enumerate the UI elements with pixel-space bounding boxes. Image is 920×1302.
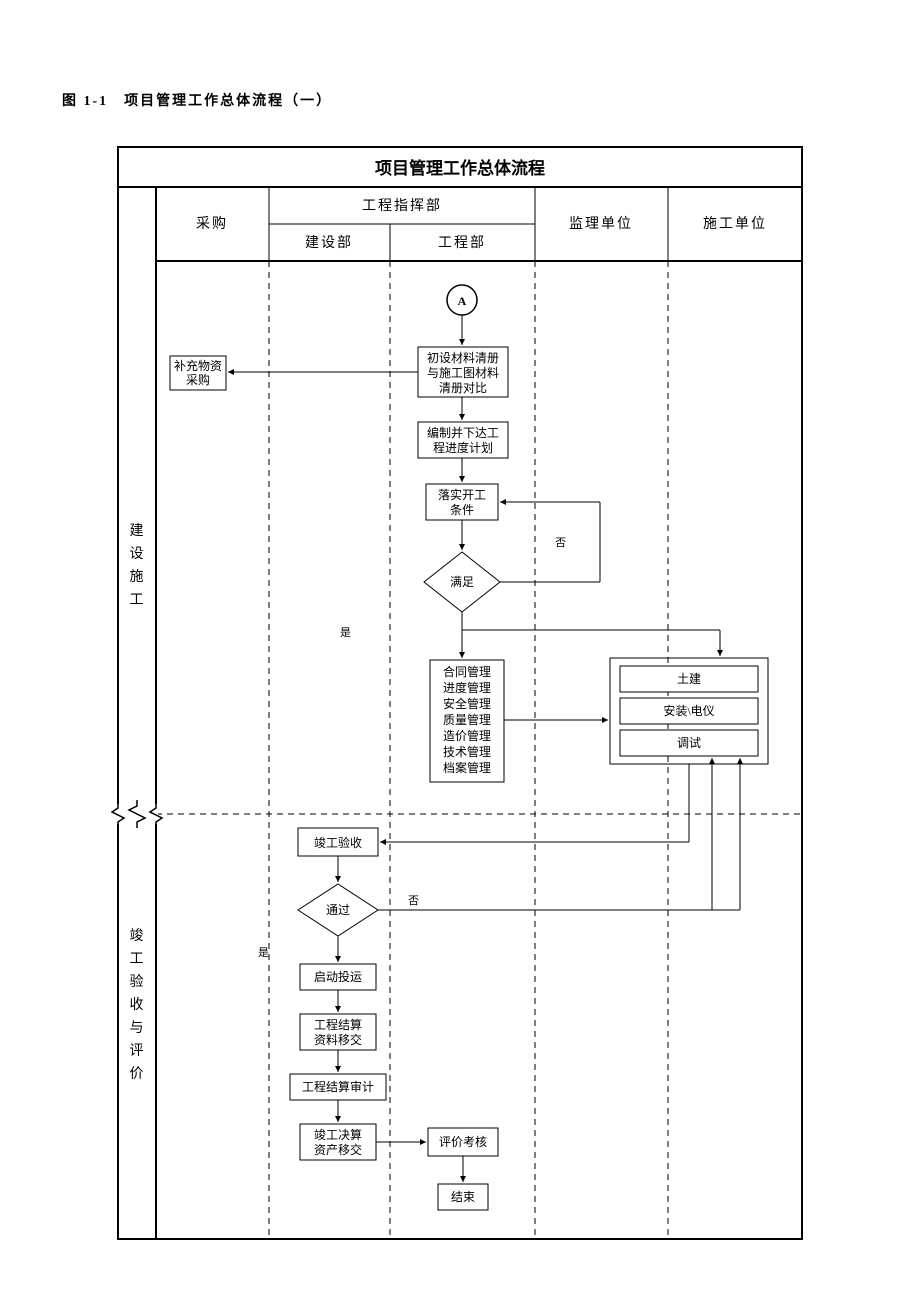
svg-text:安装\电仪: 安装\电仪 [663, 703, 714, 718]
svg-text:落实开工: 落实开工 [438, 487, 486, 502]
svg-text:A: A [458, 294, 467, 308]
svg-text:设: 设 [130, 546, 145, 562]
svg-text:条件: 条件 [450, 503, 474, 517]
label-yes-2: 是 [258, 946, 269, 959]
svg-text:工程结算: 工程结算 [314, 1017, 362, 1032]
col-header-4: 施工单位 [703, 216, 767, 232]
svg-text:工程结算审计: 工程结算审计 [302, 1079, 374, 1094]
svg-text:评: 评 [130, 1043, 145, 1059]
svg-text:质量管理: 质量管理 [443, 712, 491, 727]
svg-text:工: 工 [130, 952, 145, 967]
svg-text:补充物资: 补充物资 [174, 358, 222, 373]
svg-text:启动投运: 启动投运 [314, 969, 362, 984]
flowchart-svg: 项目管理工作总体流程 采购 工程指挥部 建设部 工程部 监理单位 施工单位 [0, 0, 920, 1302]
col-header-1: 采购 [196, 216, 228, 232]
svg-text:与: 与 [130, 1020, 145, 1036]
svg-text:造价管理: 造价管理 [443, 728, 491, 743]
zigzag-break-icon [129, 800, 145, 828]
svg-text:合同管理: 合同管理 [443, 664, 491, 679]
label-yes-1: 是 [340, 626, 351, 639]
svg-text:资产移交: 资产移交 [314, 1142, 362, 1157]
row-label-2: 竣 工 验 收 与 评 价 [130, 928, 145, 1082]
svg-text:价: 价 [130, 1066, 145, 1082]
svg-text:采购: 采购 [186, 372, 210, 387]
svg-text:收: 收 [130, 997, 145, 1013]
chart-title: 项目管理工作总体流程 [375, 158, 545, 178]
svg-text:施: 施 [130, 569, 145, 585]
col-header-2a: 建设部 [305, 235, 353, 251]
svg-text:竣: 竣 [130, 928, 145, 944]
label-no-2: 否 [408, 895, 419, 907]
svg-text:调试: 调试 [677, 735, 701, 750]
svg-text:资料移交: 资料移交 [314, 1032, 362, 1047]
col-header-3: 监理单位 [569, 216, 633, 232]
svg-text:初设材料清册: 初设材料清册 [427, 351, 499, 365]
svg-text:通过: 通过 [326, 903, 350, 917]
svg-text:程进度计划: 程进度计划 [433, 440, 493, 455]
svg-text:编制并下达工: 编制并下达工 [427, 425, 499, 440]
col-header-2-group: 工程指挥部 [362, 198, 442, 214]
svg-text:验: 验 [130, 974, 145, 990]
svg-text:与施工图材料: 与施工图材料 [427, 366, 499, 380]
svg-text:竣工验收: 竣工验收 [314, 835, 362, 850]
svg-text:竣工决算: 竣工决算 [314, 1127, 362, 1142]
label-no-1: 否 [555, 537, 566, 549]
col-header-2b: 工程部 [438, 235, 486, 251]
svg-text:结束: 结束 [451, 1190, 475, 1204]
svg-text:土建: 土建 [677, 672, 701, 686]
svg-text:建: 建 [130, 523, 145, 539]
svg-text:档案管理: 档案管理 [443, 760, 491, 775]
svg-text:进度管理: 进度管理 [443, 680, 491, 695]
svg-text:评价考核: 评价考核 [439, 1135, 487, 1149]
svg-text:工: 工 [130, 593, 145, 608]
svg-text:满足: 满足 [450, 575, 474, 589]
row-label-1: 建 设 施 工 [130, 523, 145, 608]
svg-text:清册对比: 清册对比 [439, 381, 487, 395]
svg-text:安全管理: 安全管理 [443, 696, 491, 711]
svg-text:技术管理: 技术管理 [443, 744, 491, 759]
